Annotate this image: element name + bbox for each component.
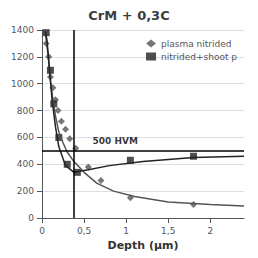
svg-text:1400: 1400 bbox=[11, 25, 34, 35]
svg-text:1,5: 1,5 bbox=[161, 226, 175, 236]
svg-text:nitrided+shoot p: nitrided+shoot p bbox=[161, 52, 237, 62]
svg-text:Depth (μm): Depth (μm) bbox=[108, 239, 179, 252]
svg-text:800: 800 bbox=[17, 106, 34, 116]
svg-text:2: 2 bbox=[207, 226, 213, 236]
svg-text:400: 400 bbox=[17, 159, 34, 169]
svg-text:1000: 1000 bbox=[11, 79, 34, 89]
svg-text:plasma nitrided: plasma nitrided bbox=[161, 39, 231, 49]
svg-text:0,5: 0,5 bbox=[77, 226, 91, 236]
svg-text:500 HVM: 500 HVM bbox=[93, 136, 138, 146]
svg-text:CrM + 0,3C: CrM + 0,3C bbox=[88, 8, 169, 23]
svg-text:0: 0 bbox=[39, 226, 45, 236]
svg-text:600: 600 bbox=[17, 132, 34, 142]
svg-text:0: 0 bbox=[28, 213, 34, 223]
svg-text:1200: 1200 bbox=[11, 52, 34, 62]
svg-text:200: 200 bbox=[17, 186, 34, 196]
svg-text:1: 1 bbox=[123, 226, 129, 236]
